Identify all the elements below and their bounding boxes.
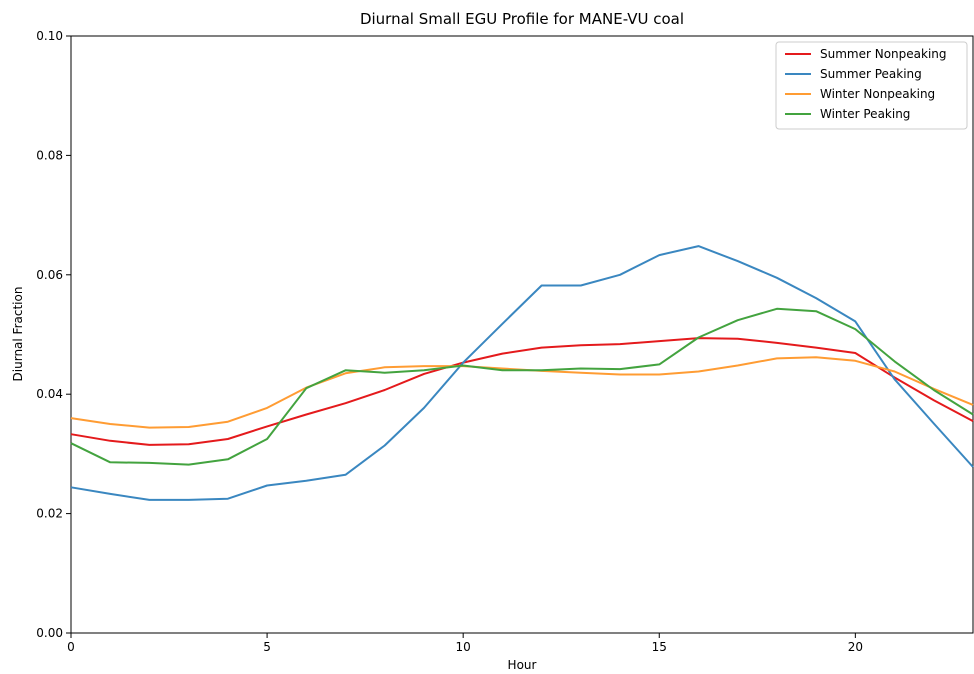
x-tick-label: 10 (456, 640, 471, 654)
x-tick-label: 20 (848, 640, 863, 654)
x-axis: 0 5 10 15 20 (67, 633, 863, 654)
plot-frame (70, 35, 974, 634)
y-tick-label: 0.04 (36, 387, 63, 401)
x-tick-label: 0 (67, 640, 75, 654)
series-layer (70, 245, 974, 501)
legend-label: Summer Peaking (820, 67, 922, 81)
legend-label: Summer Nonpeaking (820, 47, 947, 61)
series-line-winter-peaking (70, 307, 974, 466)
chart-title: Diurnal Small EGU Profile for MANE-VU co… (360, 10, 684, 28)
x-tick-label: 15 (652, 640, 667, 654)
x-axis-label: Hour (508, 658, 537, 672)
legend-label: Winter Nonpeaking (820, 87, 935, 101)
y-axis-label: Diurnal Fraction (11, 287, 25, 382)
legend-box (775, 41, 968, 130)
y-tick-label: 0.00 (36, 626, 63, 640)
series-line-winter-nonpeaking (70, 356, 974, 429)
series-line-summer-peaking (70, 245, 974, 501)
legend: Summer Nonpeaking Summer Peaking Winter No… (775, 41, 968, 130)
y-tick-label: 0.10 (36, 29, 63, 43)
series-line-summer-nonpeaking (70, 337, 974, 446)
x-tick-label: 5 (263, 640, 271, 654)
y-axis: 0.00 0.02 0.04 0.06 0.08 0.10 (36, 29, 71, 640)
y-tick-label: 0.06 (36, 268, 63, 282)
y-tick-label: 0.08 (36, 148, 63, 162)
plot-area (70, 35, 974, 634)
legend-label: Winter Peaking (820, 107, 910, 121)
y-tick-label: 0.02 (36, 507, 63, 521)
